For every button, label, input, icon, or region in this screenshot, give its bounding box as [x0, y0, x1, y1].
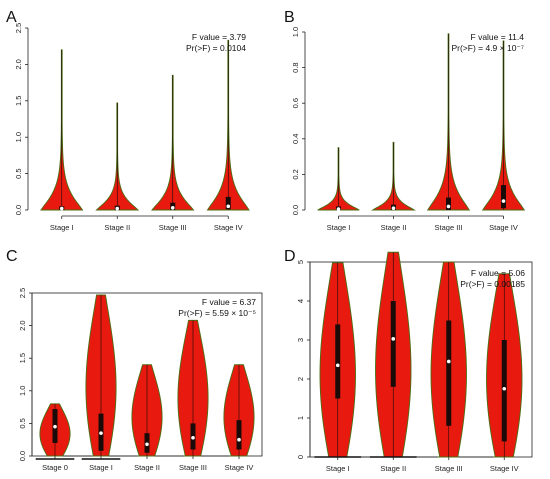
x-tick-label: Stage II	[381, 223, 407, 232]
median-marker	[59, 206, 64, 211]
f-value-text: F value = 5.06	[471, 268, 525, 278]
y-tick-label: 1.0	[18, 386, 27, 396]
y-tick-label: 4	[296, 299, 305, 303]
iqr-box	[446, 320, 452, 426]
x-tick-label: Stage IV	[490, 464, 519, 473]
y-tick-label: 1	[296, 416, 305, 420]
panel-b: B 0.0 0.2 0.4 0.6 0.8 1.0 Stage I Stage II Stage …	[284, 9, 526, 232]
p-value-text: Pr(>F) = 5.59 × 10⁻⁵	[178, 308, 256, 318]
y-tick-label: 0.5	[18, 418, 27, 428]
iqr-box	[501, 340, 507, 442]
iqr-box	[446, 197, 451, 210]
panel-a: A 0.0 0.5 1.0 1.5 2.0 2.5 Stage I Stage II Stage …	[6, 9, 250, 232]
y-tick-label: 0.0	[291, 205, 300, 215]
panel-letter: D	[284, 248, 296, 265]
x-tick-label: Stage III	[179, 463, 207, 472]
panel-letter: B	[284, 9, 295, 26]
median-marker	[446, 204, 451, 209]
y-tick-label: 0.6	[291, 98, 300, 108]
x-tick-label: Stage II	[134, 463, 160, 472]
x-tick-label: Stage I	[326, 464, 350, 473]
y-tick-label: 0.0	[18, 451, 27, 461]
y-tick-label: 0.5	[14, 168, 23, 178]
median-marker	[191, 435, 195, 440]
median-marker	[336, 207, 341, 211]
y-tick-label: 2.0	[14, 59, 23, 69]
y-tick-label: 5	[296, 260, 305, 264]
median-marker	[501, 199, 506, 203]
median-marker	[115, 206, 120, 211]
median-marker	[502, 386, 507, 391]
y-tick-label: 0.8	[291, 62, 300, 72]
p-value-text: Pr(>F) = 4.9 × 10⁻⁷	[451, 43, 524, 53]
p-value-text: Pr(>F) = 0.0104	[186, 43, 246, 53]
panel-letter: A	[6, 9, 17, 26]
y-tick-label: 1.0	[14, 132, 23, 142]
x-tick-label: Stage I	[50, 223, 74, 232]
median-marker	[391, 206, 396, 211]
x-tick-label: Stage III	[435, 223, 463, 232]
x-tick-label: Stage III	[159, 223, 187, 232]
y-tick-label: 2.5	[14, 23, 23, 33]
median-marker	[99, 431, 103, 435]
y-tick-label: 2.5	[18, 288, 27, 298]
x-tick-label: Stage I	[89, 463, 113, 472]
y-tick-label: 3	[296, 338, 305, 342]
x-tick-label: Stage III	[435, 464, 463, 473]
panel-letter: C	[6, 248, 18, 265]
f-value-text: F value = 3.79	[192, 32, 246, 42]
x-tick-label: Stage II	[104, 223, 130, 232]
median-marker	[446, 359, 451, 364]
iqr-box	[390, 301, 396, 387]
y-tick-label: 0.0	[14, 205, 23, 215]
iqr-box	[335, 324, 341, 399]
iqr-box	[236, 420, 242, 450]
median-marker	[335, 363, 340, 368]
f-value-text: F value = 6.37	[202, 297, 256, 307]
median-marker	[391, 337, 396, 341]
median-marker	[145, 442, 149, 447]
x-tick-label: Stage 0	[42, 463, 68, 472]
y-tick-label: 1.5	[18, 353, 27, 363]
iqr-box	[225, 196, 231, 210]
y-tick-label: 0.4	[291, 134, 300, 144]
median-marker	[53, 424, 57, 429]
y-tick-label: 0.2	[291, 169, 300, 179]
median-marker	[226, 204, 231, 209]
x-tick-label: Stage I	[327, 223, 351, 232]
panel-c: C 0.0 0.5 1.0 1.5 2.0 2.5 Stage 0 Stage I Stage I…	[6, 248, 263, 472]
p-value-text: Pr(>F) = 0.00185	[460, 279, 525, 289]
y-tick-label: 2	[296, 377, 305, 381]
f-value-text: F value = 11.4	[471, 32, 525, 42]
y-tick-label: 2.0	[18, 320, 27, 330]
iqr-box	[501, 185, 506, 209]
panel-d: D 0 1 2 3 4 5 Stage I Stage II Stage III Stage IV F…	[284, 248, 533, 473]
y-tick-label: 0	[296, 455, 305, 459]
median-marker	[170, 206, 175, 210]
y-tick-label: 1.0	[291, 27, 300, 37]
x-tick-label: Stage IV	[225, 463, 254, 472]
x-tick-label: Stage II	[380, 464, 406, 473]
y-tick-label: 1.5	[14, 96, 23, 106]
x-tick-label: Stage IV	[489, 223, 518, 232]
x-tick-label: Stage IV	[214, 223, 243, 232]
median-marker	[237, 437, 241, 442]
